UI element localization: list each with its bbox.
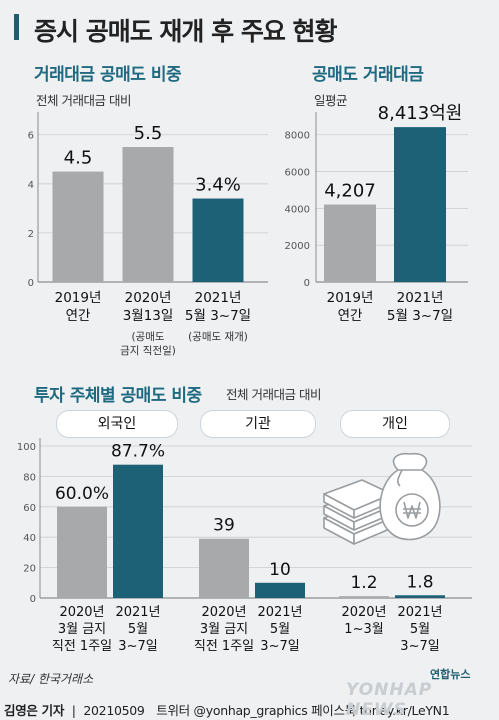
chart2-y-tick: 8000 [285, 131, 310, 142]
chart3-y-tick: 80 [23, 472, 36, 483]
chart3-y-tick: 0 [30, 594, 36, 605]
chart3-x-tick-label: 3월 금지 [58, 622, 106, 637]
chart2-y-tick: 0 [304, 278, 310, 289]
chart3-x-tick-label: 5월 [128, 622, 148, 637]
panel3-subtitle: 전체 거래대금 대비 [226, 387, 321, 402]
chart1-y-tick: 4 [28, 180, 34, 191]
chart3-data-label: 60.0% [55, 484, 109, 504]
chart3-bar [113, 464, 163, 598]
chart3-x-tick-label: 2020년 [59, 605, 104, 620]
yonhap-watermark: YONHAP NEWS [346, 680, 433, 720]
panel2-title: 공매도 거래대금 [312, 65, 424, 85]
chart1-x-tick-label: 3월13일 [123, 308, 174, 324]
chart3-bar [395, 595, 445, 598]
chart2-x-tick-label: 2019년 [327, 290, 374, 306]
panel1-title: 거래대금 공매도 비중 [34, 65, 182, 85]
panel3-title: 투자 주체별 공매도 비중 [34, 386, 202, 406]
chart3-x-tick-label: 1~3월 [344, 622, 383, 637]
chart3-y-tick: 40 [23, 533, 36, 544]
chart1-x-note: (공매도 [131, 331, 164, 343]
chart3-data-label: 39 [213, 516, 235, 536]
chart2-bar [394, 127, 446, 282]
chart3-x-tick-label: 3월 금지 [200, 622, 248, 637]
chart1-y-tick: 2 [28, 229, 34, 240]
chart2-y-tick: 6000 [285, 168, 310, 179]
chart3-x-tick-label: 2021년 [115, 605, 160, 620]
chart3-bar [57, 506, 107, 598]
chart3-x-tick-label: 2021년 [397, 605, 442, 620]
chart3-bar [199, 538, 249, 598]
chart3-x-tick-label: 직전 1주일 [52, 639, 112, 654]
chart1-y-tick: 6 [28, 131, 34, 142]
chart3-x-tick-label: 5월 [270, 622, 290, 637]
chart1-data-label: 4.5 [64, 148, 93, 169]
chart3-x-tick-label: 직전 1주일 [194, 639, 254, 654]
chart1-x-tick-label: 2021년 [195, 290, 242, 306]
chart1-bar [52, 171, 104, 282]
group-pill-individual: 개인 [340, 410, 450, 438]
title-accent-bar [14, 14, 19, 40]
chart1-data-label: 5.5 [134, 123, 163, 144]
chart3-data-label: 1.8 [406, 572, 433, 592]
chart2-y-tick: 4000 [285, 204, 310, 215]
chart3-y-tick: 60 [23, 503, 36, 514]
chart3-x-tick-label: 3~7일 [118, 639, 157, 654]
credit-sns: 트위터 @yonhap_graphics 페이스북 tuney.kr/LeYN1 [156, 703, 450, 718]
chart2-x-tick-label: 연간 [338, 308, 363, 324]
source-note: 자료/ 한국거래소 [8, 672, 94, 686]
chart3-x-tick-label: 3~7일 [400, 639, 439, 654]
chart3-bar [339, 596, 389, 598]
chart3-x-tick-label: 2020년 [341, 605, 386, 620]
chart1-x-note: (공매도 재개) [188, 331, 248, 343]
credit-line: 김영은 기자 | 20210509 트위터 @yonhap_graphics 페… [4, 703, 450, 718]
chart3-data-label: 1.2 [350, 573, 377, 593]
chart3-x-tick-label: 2021년 [257, 605, 302, 620]
chart1-data-label: 3.4% [195, 175, 241, 196]
chart3-x-tick-label: 5월 [410, 622, 430, 637]
chart1-bar [122, 147, 174, 282]
panel2-subtitle: 일평균 [314, 93, 348, 108]
credit-author: 김영은 기자 [4, 703, 65, 718]
chart1-x-tick-label: 5월 3~7일 [185, 308, 251, 324]
chart3-y-tick: 20 [23, 564, 36, 575]
credit-date: 20210509 [83, 703, 145, 718]
chart1-x-note: 금지 직전일) [120, 344, 176, 357]
chart2-y-tick: 2000 [285, 241, 310, 252]
chart3-x-tick-label: 3~7일 [260, 639, 299, 654]
chart1-x-tick-label: 2020년 [125, 290, 172, 306]
chart3-bar [255, 582, 305, 598]
chart3-data-label: 87.7% [111, 442, 165, 462]
group-pill-institution: 기관 [200, 410, 316, 438]
chart3-x-tick-label: 2020년 [201, 605, 246, 620]
page-title: 증시 공매도 재개 후 주요 현황 [34, 17, 338, 46]
group-pill-foreign: 외국인 [56, 410, 178, 438]
chart3-y-tick: 100 [17, 442, 36, 453]
chart1-x-tick-label: 연간 [66, 308, 91, 324]
chart2-x-tick-label: 5월 3~7일 [387, 308, 453, 324]
chart1-x-tick-label: 2019년 [55, 290, 102, 306]
chart2-data-label: 8,413억원 [378, 103, 463, 124]
money-stack-and-bag-icon [323, 452, 441, 545]
chart3-data-label: 10 [269, 560, 291, 580]
yonhap-logo-small: 연합뉴스 [430, 668, 471, 681]
panel1-subtitle: 전체 거래대금 대비 [36, 93, 131, 108]
chart2-x-tick-label: 2021년 [397, 290, 444, 306]
chart2-bar [324, 204, 376, 282]
chart1-bar [192, 198, 244, 282]
chart2-data-label: 4,207 [324, 181, 376, 202]
chart1-y-tick: 0 [28, 278, 34, 289]
